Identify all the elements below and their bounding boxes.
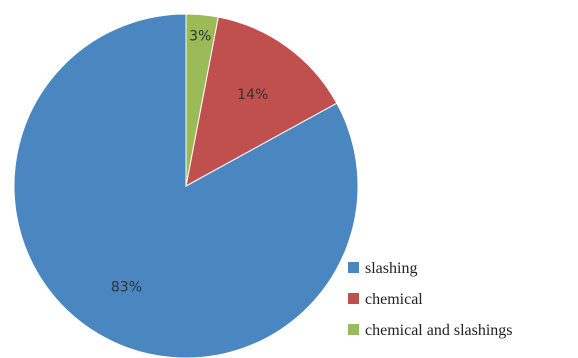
legend-label-chemical: chemical — [365, 291, 423, 308]
slice-label-chemical-and-slashings: 3% — [189, 28, 211, 44]
pie-slice-chemical — [185, 16, 338, 187]
slice-labels: 83% 14% 3% — [111, 28, 268, 295]
pie-slice-chemical-and-slashings — [185, 13, 219, 187]
legend-swatch-slashing — [348, 262, 359, 273]
legend: slashing chemical chemical and slashings — [348, 260, 513, 339]
slice-label-chemical: 14% — [237, 87, 268, 103]
pie-slices — [13, 13, 359, 358]
legend-label-slashing: slashing — [365, 260, 417, 277]
legend-swatch-chemical — [348, 293, 359, 304]
slice-label-slashing: 83% — [111, 280, 142, 296]
legend-swatch-chemical-and-slashings — [348, 324, 359, 335]
legend-label-chemical-and-slashings: chemical and slashings — [365, 322, 513, 339]
